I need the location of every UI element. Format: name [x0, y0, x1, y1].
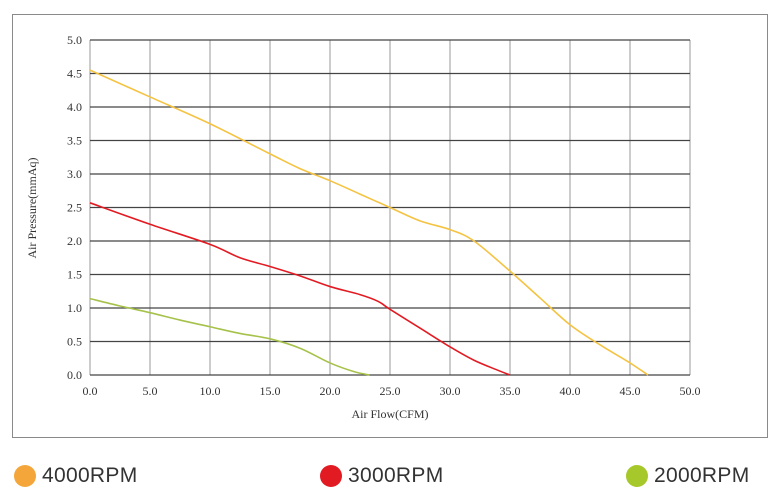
series-lines — [89, 69, 649, 376]
x-tick-label: 10.0 — [200, 384, 221, 398]
series-line-3000rpm — [89, 202, 511, 376]
grid-lines — [89, 39, 691, 376]
x-tick-labels: 0.0 5.0 10.0 15.0 20.0 25.0 30.0 35.0 40.0 45.0 50… — [83, 384, 701, 398]
x-tick-label: 35.0 — [500, 384, 521, 398]
x-tick-label: 25.0 — [380, 384, 401, 398]
legend-item-3000rpm: 3000RPM — [320, 458, 443, 494]
y-axis-title: Air Pressure(mmAq) — [25, 158, 39, 259]
y-tick-label: 1.0 — [67, 301, 82, 315]
legend-item-2000rpm: 2000RPM — [626, 458, 749, 494]
x-tick-label: 15.0 — [260, 384, 281, 398]
y-tick-label: 1.5 — [67, 268, 82, 282]
y-tick-label: 4.5 — [67, 67, 82, 81]
y-tick-label: 2.5 — [67, 201, 82, 215]
y-tick-label: 4.0 — [67, 100, 82, 114]
x-tick-label: 5.0 — [143, 384, 158, 398]
x-tick-label: 50.0 — [680, 384, 701, 398]
y-tick-label: 2.0 — [67, 234, 82, 248]
legend-dot-2000rpm — [626, 465, 648, 487]
y-tick-label: 0.5 — [67, 335, 82, 349]
legend-dot-3000rpm — [320, 465, 342, 487]
y-tick-label: 5.0 — [67, 33, 82, 47]
series-line-4000rpm — [89, 69, 649, 376]
legend-dot-4000rpm — [14, 465, 36, 487]
y-tick-labels: 0.0 0.5 1.0 1.5 2.0 2.5 3.0 3.5 4.0 4.5 5.0 — [67, 33, 82, 382]
x-tick-label: 0.0 — [83, 384, 98, 398]
x-axis-title: Air Flow(CFM) — [351, 407, 428, 421]
x-tick-label: 30.0 — [440, 384, 461, 398]
y-tick-label: 3.5 — [67, 134, 82, 148]
legend: 4000RPM 3000RPM 2000RPM — [0, 458, 782, 494]
fan-performance-chart: 0.0 5.0 10.0 15.0 20.0 25.0 30.0 35.0 40.0 45.0 50… — [25, 33, 701, 421]
legend-label: 2000RPM — [654, 464, 750, 487]
legend-label: 3000RPM — [348, 464, 444, 487]
x-tick-label: 40.0 — [560, 384, 581, 398]
legend-label: 4000RPM — [42, 464, 138, 487]
y-tick-label: 0.0 — [67, 368, 82, 382]
x-tick-label: 20.0 — [320, 384, 341, 398]
series-line-2000rpm — [89, 297, 370, 376]
y-tick-label: 3.0 — [67, 167, 82, 181]
x-tick-label: 45.0 — [620, 384, 641, 398]
legend-item-4000rpm: 4000RPM — [14, 458, 137, 494]
